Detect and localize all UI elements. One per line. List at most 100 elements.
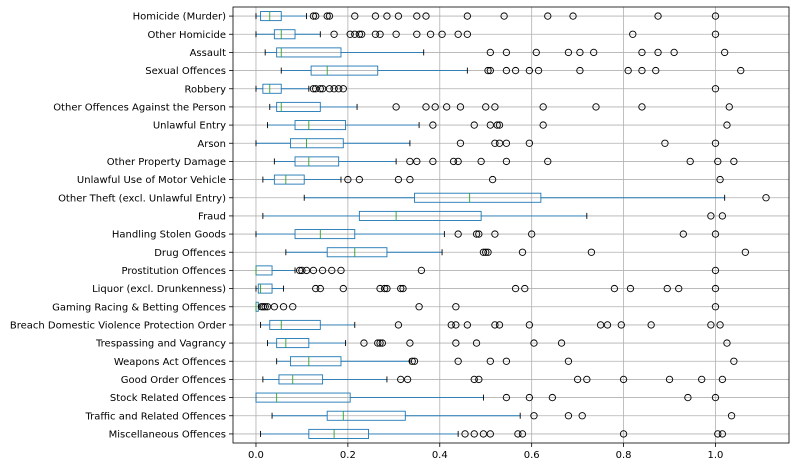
outlier-point bbox=[335, 85, 343, 93]
outlier-point bbox=[534, 66, 543, 75]
outlier-point bbox=[670, 48, 678, 57]
box-iqr bbox=[294, 156, 340, 167]
plot-frame bbox=[232, 6, 790, 444]
outlier-point bbox=[721, 48, 729, 57]
outlier-point bbox=[482, 103, 490, 111]
outlier-point bbox=[495, 121, 504, 129]
category-label: Liquor (excl. Drunkenness) bbox=[92, 284, 226, 295]
outlier-point bbox=[619, 375, 628, 384]
outlier-point bbox=[569, 12, 577, 20]
outlier-point bbox=[502, 139, 511, 147]
label-layer: 0.0 0.2 0.4 0.6 0.8 1.0 Miscellaneous Offences… bbox=[10, 12, 724, 461]
box-iqr bbox=[260, 11, 282, 22]
category-label: Handling Stolen Goods bbox=[112, 230, 226, 241]
box-iqr bbox=[358, 210, 482, 221]
outlier-point bbox=[502, 66, 511, 75]
outlier-point bbox=[312, 85, 320, 93]
box-group bbox=[269, 101, 733, 112]
outlier-point bbox=[472, 339, 481, 347]
outlier-point bbox=[486, 66, 494, 75]
outlier-point bbox=[638, 48, 646, 57]
outlier-point bbox=[270, 303, 279, 311]
category-label: Traffic and Related Offences bbox=[85, 411, 226, 422]
outlier-point bbox=[415, 303, 423, 311]
outlier-point bbox=[716, 175, 724, 184]
outlier-point bbox=[477, 157, 485, 166]
outlier-point bbox=[328, 266, 336, 275]
box-group bbox=[276, 356, 738, 367]
outlier-point bbox=[603, 321, 612, 329]
outlier-point bbox=[514, 430, 522, 438]
outlier-point bbox=[454, 357, 462, 365]
outlier-point bbox=[452, 339, 460, 347]
outlier-point bbox=[714, 430, 722, 438]
outlier-point bbox=[654, 12, 662, 20]
outlier-point bbox=[429, 121, 437, 129]
outlier-point bbox=[511, 66, 520, 75]
outlier-point bbox=[479, 430, 488, 438]
outlier-point bbox=[289, 303, 297, 311]
outlier-point bbox=[679, 230, 687, 238]
box-iqr bbox=[289, 138, 344, 149]
box-group bbox=[264, 47, 729, 58]
outlier-point bbox=[495, 321, 504, 329]
grid-layer bbox=[233, 7, 789, 443]
outlier-point bbox=[583, 375, 591, 384]
outlier-point bbox=[711, 139, 720, 147]
outlier-point bbox=[261, 303, 269, 311]
outlier-point bbox=[394, 321, 403, 329]
outlier-point bbox=[330, 30, 338, 38]
box-group bbox=[280, 65, 745, 76]
outlier-point bbox=[727, 412, 736, 420]
outlier-point bbox=[410, 357, 419, 365]
outlier-point bbox=[318, 266, 327, 275]
outlier-point bbox=[339, 284, 347, 293]
outlier-point bbox=[383, 12, 391, 20]
outlier-point bbox=[725, 103, 733, 111]
outlier-point bbox=[486, 48, 494, 57]
box-group bbox=[255, 392, 720, 403]
outlier-point bbox=[495, 139, 504, 147]
outlier-point bbox=[619, 430, 628, 438]
box-iqr bbox=[294, 120, 347, 131]
outlier-point bbox=[358, 30, 366, 38]
outlier-point bbox=[309, 12, 318, 20]
box-group bbox=[255, 29, 720, 40]
box-group bbox=[255, 138, 720, 149]
box-iqr bbox=[414, 192, 542, 203]
box-iqr bbox=[262, 83, 282, 94]
outlier-point bbox=[360, 339, 368, 347]
box-iqr bbox=[278, 374, 324, 385]
outlier-point bbox=[392, 30, 400, 38]
outlier-point bbox=[484, 248, 492, 256]
category-label: Other Homicide bbox=[147, 30, 226, 41]
outlier-point bbox=[431, 103, 439, 111]
outlier-point bbox=[493, 121, 501, 129]
outlier-point bbox=[548, 393, 557, 402]
outlier-point bbox=[762, 194, 770, 202]
outlier-point bbox=[500, 12, 508, 20]
box-group bbox=[262, 174, 724, 185]
outlier-point bbox=[718, 212, 727, 220]
outlier-point bbox=[718, 375, 727, 384]
outlier-point bbox=[456, 139, 465, 147]
outlier-point bbox=[573, 375, 582, 384]
outlier-point bbox=[380, 284, 389, 293]
outlier-point bbox=[316, 85, 324, 93]
outlier-point bbox=[718, 430, 727, 438]
outlier-point bbox=[711, 12, 720, 20]
outlier-point bbox=[711, 284, 720, 293]
outlier-point bbox=[511, 284, 520, 293]
outlier-point bbox=[371, 30, 380, 38]
category-label: Other Offences Against the Person bbox=[53, 102, 226, 113]
outlier-point bbox=[564, 412, 573, 420]
outlier-point bbox=[309, 85, 318, 93]
outlier-point bbox=[610, 284, 619, 293]
outlier-point bbox=[330, 85, 338, 93]
box-iqr bbox=[276, 47, 342, 58]
outlier-point bbox=[406, 175, 414, 184]
outlier-point bbox=[652, 66, 660, 75]
outlier-point bbox=[482, 248, 490, 256]
category-label: Trespassing and Vagrancy bbox=[95, 339, 226, 350]
